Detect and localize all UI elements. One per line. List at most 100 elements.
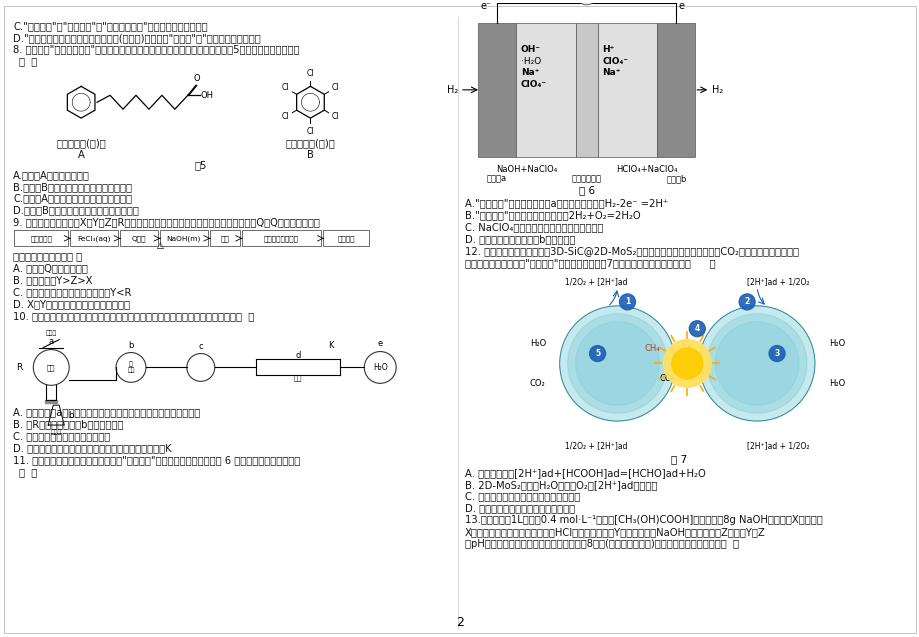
- Text: OH: OH: [200, 91, 213, 100]
- Text: D. 实验结束后先熄灭酒精灯，等装置冷却后再关闭活塞K: D. 实验结束后先熄灭酒精灯，等装置冷却后再关闭活塞K: [14, 443, 172, 453]
- Text: 2: 2: [743, 297, 749, 306]
- Text: B. 2D-MoS₂能降低H₂O转化为O₂，[2H⁺]ad的活化能: B. 2D-MoS₂能降低H₂O转化为O₂，[2H⁺]ad的活化能: [464, 480, 657, 490]
- Text: B.化合物B分子中所有原子都在同一平面上: B.化合物B分子中所有原子都在同一平面上: [14, 182, 132, 192]
- Text: C. 点燃酒精灯前，需先检验纯氢气: C. 点燃酒精灯前，需先检验纯氢气: [14, 431, 110, 441]
- Text: A: A: [77, 150, 85, 160]
- Text: 13.常温下，向1L浓度为0.4 mol·L⁻¹的乙酸[CH₃(OH)COOH]溶液中加入8g NaOH固体得到X溶液，将: 13.常温下，向1L浓度为0.4 mol·L⁻¹的乙酸[CH₃(OH)COOH]…: [464, 515, 822, 526]
- Text: 10. 依氯化钙过滤水回流反应，某学习小组用如下装置制备，下列说法不正确的是（  ）: 10. 依氯化钙过滤水回流反应，某学习小组用如下装置制备，下列说法不正确的是（ …: [14, 311, 255, 321]
- Text: 3: 3: [774, 349, 778, 358]
- Text: 锌粒: 锌粒: [47, 364, 55, 371]
- Text: D. 此转化的现实意义是可缓解能源危机: D. 此转化的现实意义是可缓解能源危机: [464, 503, 574, 513]
- Text: [2H⁺]ad + 1/2O₂: [2H⁺]ad + 1/2O₂: [746, 277, 809, 286]
- Circle shape: [671, 348, 702, 379]
- FancyBboxPatch shape: [5, 6, 914, 633]
- Text: X溶液平均分成两等份，一份通入HCl气体，得到溶液Y，另一份加入NaOH固体得到溶液Z。溶液Y、Z: X溶液平均分成两等份，一份通入HCl气体，得到溶液Y，另一份加入NaOH固体得到…: [464, 527, 765, 538]
- Text: 硫酸: 硫酸: [293, 374, 302, 381]
- Text: （  ）: （ ）: [19, 467, 38, 476]
- Text: Na⁺: Na⁺: [602, 69, 620, 78]
- Text: H₂: H₂: [447, 85, 458, 95]
- Text: D.化合物B可通过苯与氯气发生加成反应制得: D.化合物B可通过苯与氯气发生加成反应制得: [14, 206, 139, 215]
- Text: 吸附层b: 吸附层b: [665, 175, 686, 183]
- Circle shape: [575, 322, 659, 405]
- Text: a: a: [49, 336, 53, 346]
- Circle shape: [698, 306, 814, 421]
- Text: 8. 微信中的"茶宝宝表情包"可看作是由茶衍生的物质配以相应文字形成的（如图5）。下列说法正确的是: 8. 微信中的"茶宝宝表情包"可看作是由茶衍生的物质配以相应文字形成的（如图5）…: [14, 45, 300, 55]
- Text: Cl: Cl: [306, 127, 314, 136]
- Text: Na⁺: Na⁺: [520, 69, 539, 78]
- Text: NaOH(m): NaOH(m): [166, 235, 201, 241]
- Text: D."白古书契多编以竹筒，其用缝帛者(织织品)谓之为纸"，文中"纸"的主要成分是纤维素: D."白古书契多编以竹筒，其用缝帛者(织织品)谓之为纸"，文中"纸"的主要成分是…: [14, 32, 261, 43]
- Text: R: R: [17, 363, 22, 372]
- FancyBboxPatch shape: [242, 231, 321, 247]
- Text: C.化合物A可与浓溴水、铁粉发生取代反应: C.化合物A可与浓溴水、铁粉发生取代反应: [14, 194, 132, 204]
- Text: e⁻: e⁻: [481, 1, 492, 11]
- FancyBboxPatch shape: [160, 231, 208, 247]
- Text: 11. 科学家研发了一种绿色环保可充电"全氢电池"，其放电时工作原理如图 6 所示，下列说法正确的是: 11. 科学家研发了一种绿色环保可充电"全氢电池"，其放电时工作原理如图 6 所…: [14, 455, 301, 465]
- Text: B: B: [307, 150, 313, 160]
- Text: H⁺: H⁺: [602, 45, 614, 54]
- Text: [2H⁺]ad + 1/2O₂: [2H⁺]ad + 1/2O₂: [746, 441, 809, 450]
- Circle shape: [589, 346, 605, 361]
- Text: CO₂: CO₂: [529, 379, 545, 388]
- Text: ClO₄⁻: ClO₄⁻: [602, 57, 628, 66]
- Text: 5: 5: [595, 349, 599, 358]
- Text: 图 7: 图 7: [671, 454, 686, 464]
- Text: 2: 2: [456, 615, 463, 629]
- Text: A. 为提高装置a中生成气体的速率，可用粗锌（含银）代替纯锌反应: A. 为提高装置a中生成气体的速率，可用粗锌（含银）代替纯锌反应: [14, 407, 200, 417]
- FancyBboxPatch shape: [70, 231, 118, 247]
- Text: c: c: [199, 341, 203, 350]
- Text: 下列说法不正确的是（ ）: 下列说法不正确的是（ ）: [14, 251, 83, 261]
- Text: 茶宝宝好心(辛)酸: 茶宝宝好心(辛)酸: [56, 138, 106, 148]
- Text: b: b: [128, 341, 133, 350]
- Bar: [516, 23, 575, 157]
- Circle shape: [714, 322, 798, 405]
- Text: e: e: [677, 1, 684, 11]
- Circle shape: [618, 294, 635, 310]
- FancyBboxPatch shape: [323, 231, 369, 247]
- Text: B."全氢电池"放电时的总反应式为：2H₂+O₂=2H₂O: B."全氢电池"放电时的总反应式为：2H₂+O₂=2H₂O: [464, 210, 640, 220]
- Circle shape: [559, 306, 675, 421]
- Text: O: O: [193, 75, 200, 83]
- Text: 能有效实现人工光合成"太阳燃料"，其工作原理如图7所示，下列说法不正确的是（      ）: 能有效实现人工光合成"太阳燃料"，其工作原理如图7所示，下列说法不正确的是（ ）: [464, 258, 715, 268]
- Text: H₂O: H₂O: [828, 339, 844, 348]
- Bar: [657, 23, 695, 157]
- Text: ClO₄⁻: ClO₄⁻: [520, 80, 547, 89]
- Text: 浓
硫酸: 浓 硫酸: [127, 361, 134, 373]
- Text: 试纸变色: 试纸变色: [337, 235, 355, 241]
- Text: C. 最高价氧化物对应水化物酸性：Y<R: C. 最高价氧化物对应水化物酸性：Y<R: [14, 287, 131, 297]
- Text: B. 酸R为浓盐酸，装置b中盛装浓硫酸: B. 酸R为浓盐酸，装置b中盛装浓硫酸: [14, 419, 123, 429]
- Text: OH⁻: OH⁻: [520, 45, 540, 54]
- Text: 气体: 气体: [220, 235, 229, 241]
- Text: Cl: Cl: [281, 83, 289, 92]
- Text: A."全氢电池"放电时，吸附层a发生的电极反应：H₂-2e⁻ =2H⁺: A."全氢电池"放电时，吸附层a发生的电极反应：H₂-2e⁻ =2H⁺: [464, 199, 667, 208]
- Text: HClO₄+NaClO₄: HClO₄+NaClO₄: [615, 165, 676, 174]
- Text: 9. 现有短周期主族元素X、Y、Z、R的核电荷数依次增大，这四种元素组成一种化合物Q，Q具有下列性质：: 9. 现有短周期主族元素X、Y、Z、R的核电荷数依次增大，这四种元素组成一种化合…: [14, 217, 320, 227]
- Text: e: e: [377, 339, 382, 348]
- Text: CH₄: CH₄: [644, 344, 660, 353]
- Text: H₂O: H₂O: [372, 363, 387, 372]
- Text: A. 化合物Q是离子化合物: A. 化合物Q是离子化合物: [14, 263, 88, 273]
- Text: 潮湿红色石蕊试纸: 潮湿红色石蕊试纸: [264, 235, 299, 241]
- Circle shape: [567, 314, 666, 413]
- Text: A.化合物A不能与乙醇反应: A.化合物A不能与乙醇反应: [14, 170, 90, 180]
- Text: D. 该电池充电时，吸附层b接电源正极: D. 该电池充电时，吸附层b接电源正极: [464, 234, 574, 245]
- Text: b: b: [68, 411, 74, 420]
- Text: （  ）: （ ）: [19, 57, 38, 66]
- Text: 4: 4: [694, 324, 699, 333]
- FancyBboxPatch shape: [210, 231, 240, 247]
- Text: FeCl₃(aq): FeCl₃(aq): [77, 235, 110, 241]
- Text: Cl: Cl: [281, 112, 289, 121]
- Text: B. 原子半径：Y>Z>X: B. 原子半径：Y>Z>X: [14, 275, 93, 285]
- Circle shape: [738, 294, 754, 310]
- Text: H₂O: H₂O: [828, 379, 844, 388]
- Text: CO₂: CO₂: [659, 374, 675, 383]
- Text: 锥形瓶: 锥形瓶: [51, 429, 62, 435]
- Circle shape: [663, 340, 710, 387]
- Text: 图 6: 图 6: [578, 185, 594, 195]
- FancyBboxPatch shape: [15, 231, 68, 247]
- Text: NaOH+NaClO₄: NaOH+NaClO₄: [495, 165, 557, 174]
- Bar: [597, 23, 657, 157]
- Text: D. X和Y组成的化合物在常温下都是气态: D. X和Y组成的化合物在常温下都是气态: [14, 299, 130, 309]
- Text: 1: 1: [624, 297, 630, 306]
- Text: Cl: Cl: [306, 69, 314, 78]
